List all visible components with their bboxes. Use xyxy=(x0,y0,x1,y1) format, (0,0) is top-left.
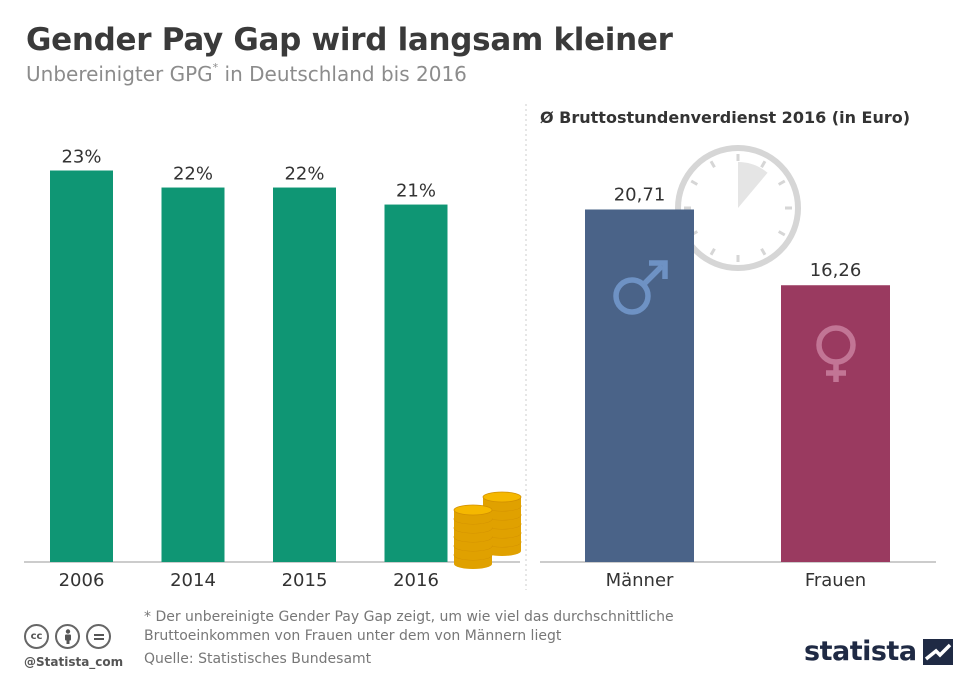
subtitle-main: Unbereinigter GPG xyxy=(26,62,213,86)
subtitle-footnote-mark: * xyxy=(212,61,219,75)
gpg-bar-2006 xyxy=(50,170,113,563)
gpg-tick-label-2006: 2006 xyxy=(59,570,105,591)
earnings-tick-label-Männer: Männer xyxy=(606,570,674,591)
gpg-tick-label-2016: 2016 xyxy=(393,570,439,591)
gpg-value-label-2006: 23% xyxy=(61,147,101,168)
source: Quelle: Statistisches Bundesamt xyxy=(144,651,372,667)
by-icon[interactable] xyxy=(55,624,80,649)
clock-icon xyxy=(675,145,801,271)
male-symbol-icon xyxy=(613,260,668,315)
earnings-value-label-Männer: 20,71 xyxy=(614,184,666,205)
credit-handle[interactable]: @Statista_com xyxy=(24,655,124,669)
coin-bottom xyxy=(483,519,521,529)
clock-tick xyxy=(709,160,716,169)
coin-bottom xyxy=(454,541,492,551)
gpg-value-label-2016: 21% xyxy=(396,181,436,202)
coin-bottom xyxy=(483,510,521,520)
coin-stack-front xyxy=(453,504,493,569)
gpg-tick-label-2015: 2015 xyxy=(282,570,328,591)
page-title: Gender Pay Gap wird langsam kleiner xyxy=(26,22,673,58)
footnote: * Der unbereinigte Gender Pay Gap zeigt,… xyxy=(144,609,674,644)
coin-bottom xyxy=(483,501,521,511)
coin-top xyxy=(482,491,522,503)
clock-tick xyxy=(709,247,716,256)
earnings-bar-Männer xyxy=(585,209,694,562)
coin-bottom xyxy=(454,532,492,542)
earnings-chart-title: Ø Bruttostundenverdienst 2016 (in Euro) xyxy=(540,108,911,127)
cc-icon[interactable]: cc xyxy=(24,624,49,649)
coin-bottom xyxy=(483,546,521,556)
clock-tick xyxy=(777,179,786,186)
page-subtitle: Unbereinigter GPG* in Deutschland bis 20… xyxy=(26,61,467,86)
coin-top xyxy=(453,504,493,516)
nd-icon[interactable] xyxy=(86,624,111,649)
statista-logo[interactable]: statista xyxy=(804,636,953,667)
clock-tick xyxy=(690,179,699,186)
license-icons: cc xyxy=(24,624,111,649)
clock-wedge xyxy=(738,162,768,208)
coin-bottom xyxy=(454,514,492,524)
coin-bottom xyxy=(483,537,521,547)
clock-tick xyxy=(760,160,767,169)
coin-bottom xyxy=(454,550,492,560)
clock-tick xyxy=(760,247,767,256)
gpg-tick-label-2014: 2014 xyxy=(170,570,216,591)
coins-icon xyxy=(453,491,522,569)
male-symbol-arrow xyxy=(649,260,668,279)
female-symbol-icon xyxy=(816,325,856,382)
coin-bottom xyxy=(454,559,492,569)
coin-bottom xyxy=(483,528,521,538)
coin-stack-back xyxy=(482,491,522,556)
earnings-tick-label-Frauen: Frauen xyxy=(805,570,866,591)
logo-mark-icon xyxy=(922,638,953,665)
earnings-bar-Frauen xyxy=(781,285,890,562)
gpg-bar-2014 xyxy=(161,187,225,562)
gpg-value-label-2014: 22% xyxy=(173,164,213,185)
gpg-value-label-2015: 22% xyxy=(284,164,324,185)
clock-tick xyxy=(777,230,786,237)
gpg-bar-2016 xyxy=(384,204,448,562)
earnings-value-label-Frauen: 16,26 xyxy=(810,260,862,281)
male-symbol-ring xyxy=(613,277,651,315)
coin-bottom xyxy=(454,523,492,533)
male-symbol-shaft xyxy=(642,264,664,286)
logo-text: statista xyxy=(804,636,917,667)
gpg-bar-2015 xyxy=(273,187,336,562)
subtitle-rest: in Deutschland bis 2016 xyxy=(218,62,467,86)
